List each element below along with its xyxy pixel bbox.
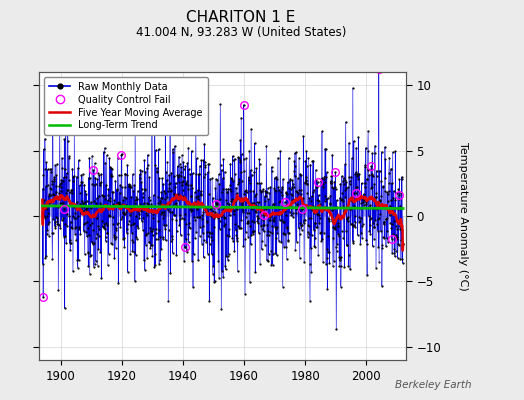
Y-axis label: Temperature Anomaly (°C): Temperature Anomaly (°C)	[458, 142, 468, 290]
Text: Berkeley Earth: Berkeley Earth	[395, 380, 472, 390]
Legend: Raw Monthly Data, Quality Control Fail, Five Year Moving Average, Long-Term Tren: Raw Monthly Data, Quality Control Fail, …	[44, 77, 208, 135]
Text: CHARITON 1 E: CHARITON 1 E	[187, 10, 296, 25]
Text: 41.004 N, 93.283 W (United States): 41.004 N, 93.283 W (United States)	[136, 26, 346, 39]
